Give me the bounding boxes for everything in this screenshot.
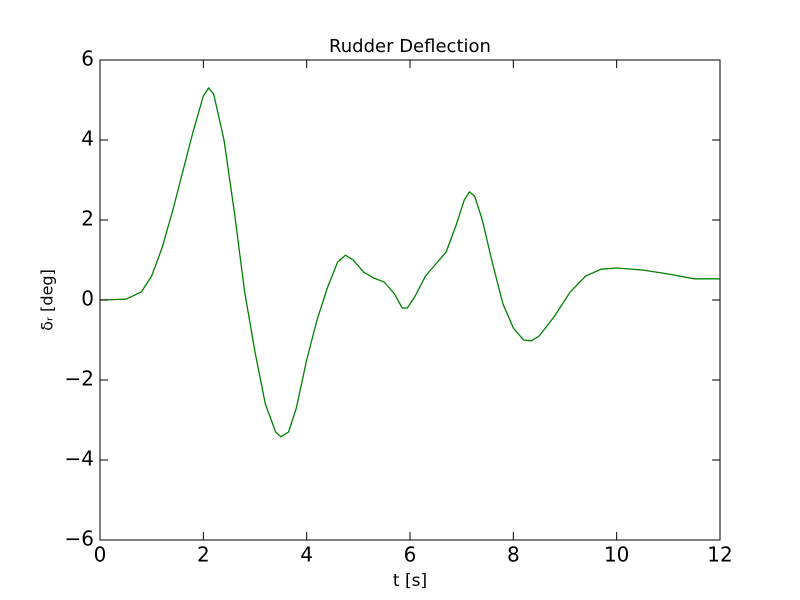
y-axis-label: δᵣ [deg] — [38, 269, 57, 331]
x-tick-label: 2 — [197, 543, 210, 567]
y-tick-label: −4 — [65, 447, 94, 471]
x-tick-label: 0 — [94, 543, 107, 567]
y-tick-label: −2 — [65, 367, 94, 391]
y-tick-label: −6 — [65, 527, 94, 551]
x-tick-label: 8 — [507, 543, 520, 567]
x-tick-label: 4 — [300, 543, 313, 567]
y-tick-label: 2 — [81, 207, 94, 231]
x-axis-label: t [s] — [393, 571, 427, 591]
x-tick-label: 12 — [707, 543, 732, 567]
x-tick-label: 10 — [604, 543, 629, 567]
y-tick-label: 4 — [81, 127, 94, 151]
data-line — [99, 86, 720, 438]
x-tick-label: 6 — [404, 543, 417, 567]
y-tick-label: 0 — [81, 287, 94, 311]
y-tick-label: 6 — [81, 47, 94, 71]
chart-title: Rudder Deflection — [329, 36, 491, 57]
